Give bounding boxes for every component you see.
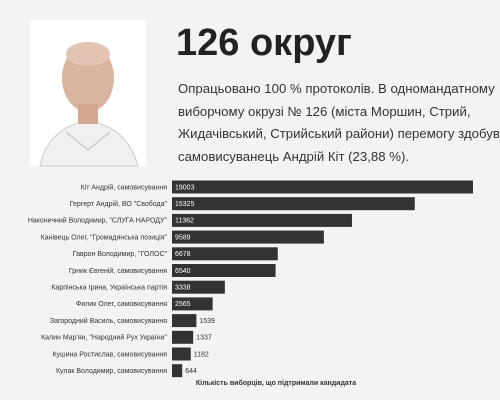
category-label: Кіт Андрій, самовисування	[81, 183, 168, 191]
category-label: Кулак Володимир, самовисування	[56, 368, 167, 375]
category-label: Гергерт Андрій, ВО "Свобода"	[70, 200, 168, 208]
value-label: 2565	[175, 301, 191, 308]
value-label: 11362	[175, 218, 194, 225]
value-label: 6540	[175, 268, 191, 275]
description-line: самовисуванець Андрій Кіт (23,88 %).	[178, 149, 410, 165]
x-axis-label: Кількість виборців, що підтримали кандид…	[196, 379, 356, 387]
bar	[172, 197, 415, 211]
bar	[172, 213, 352, 227]
category-label: Калин Мар'ян, "Народний Рух України"	[41, 334, 167, 342]
value-label: 1539	[199, 318, 215, 325]
description: Опрацьовано 100 % протоколів. В одноманд…	[178, 78, 500, 169]
photo	[30, 20, 146, 167]
value-label: 6678	[175, 251, 191, 258]
value-label: 19003	[175, 184, 195, 191]
category-label: Загородний Василь, самовисування	[50, 317, 167, 325]
bar	[172, 230, 324, 244]
category-label: Карпінська Ірина, Українська партія	[51, 284, 167, 292]
category-label: Филик Олег, самовисування	[76, 301, 167, 308]
bar	[172, 280, 225, 294]
bar	[172, 180, 473, 194]
bar	[172, 264, 276, 277]
category-label: Гаврон Володимир, "ГОЛОС"	[73, 251, 168, 258]
value-label: 9589	[175, 234, 191, 241]
category-label: Грник Євгеній, самовисування	[69, 267, 167, 275]
bar	[172, 347, 191, 361]
description-line: Жидачівський, Стрийський райони) перемог…	[178, 126, 500, 142]
category-label: Канівець Олег, "Громадянська позиція"	[41, 233, 168, 241]
value-label: 3338	[175, 285, 191, 292]
bar	[172, 330, 194, 344]
title: 126 округ	[176, 22, 352, 64]
category-label: Наконечний Володимир, "СЛУГА НАРОДУ"	[28, 217, 168, 225]
value-label: 644	[185, 368, 197, 375]
value-label: 1182	[194, 351, 209, 358]
value-label: 1337	[196, 335, 212, 342]
bar	[172, 364, 183, 378]
bar	[172, 247, 278, 261]
description-line: виборчому окрузі № 126 (міста Моршин, Ст…	[178, 103, 471, 119]
bar	[172, 314, 197, 328]
description-line: Опрацьовано 100 % протоколів. В одноманд…	[178, 81, 495, 96]
category-label: Кушина Ростислав, самовисування	[52, 351, 167, 358]
bar	[172, 297, 213, 311]
value-label: 15325	[175, 201, 195, 208]
